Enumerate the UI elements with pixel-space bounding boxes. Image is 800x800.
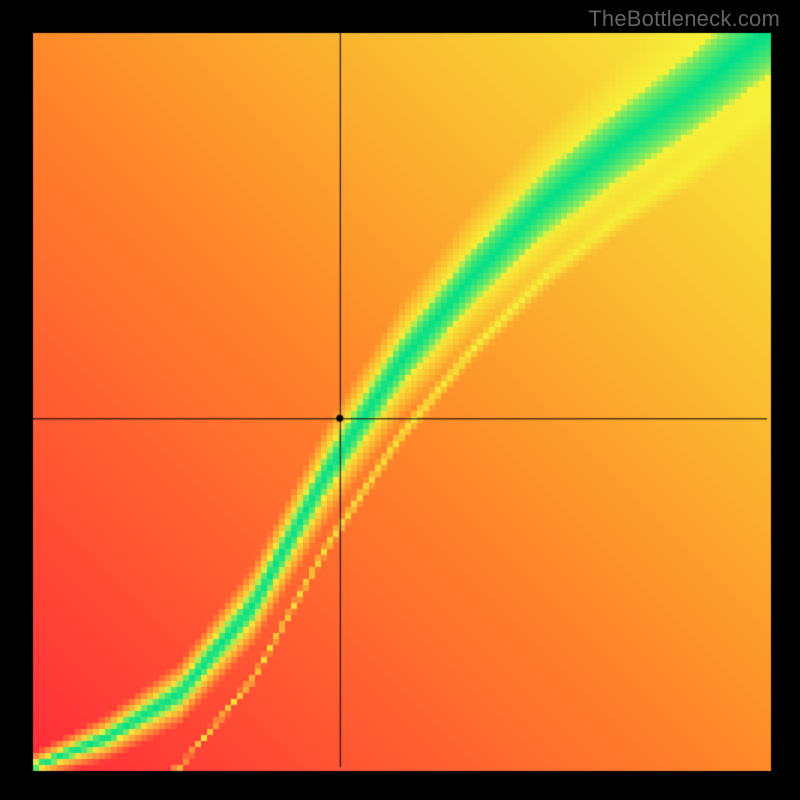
bottleneck-heatmap	[0, 0, 800, 800]
chart-container: TheBottleneck.com	[0, 0, 800, 800]
